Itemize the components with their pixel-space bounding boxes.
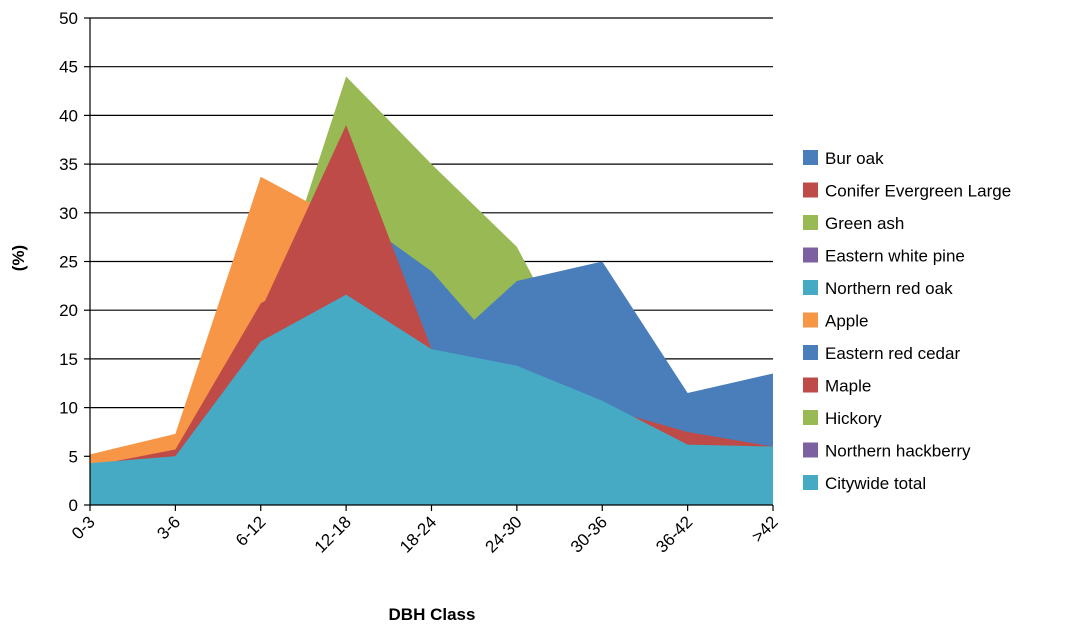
x-tick-label: >42 xyxy=(748,512,782,546)
legend-swatch xyxy=(803,377,818,393)
legend-swatch xyxy=(803,410,818,425)
legend-label: Bur oak xyxy=(825,149,884,168)
legend-label: Apple xyxy=(825,312,868,331)
y-axis-title: (%) xyxy=(9,245,28,271)
x-tick-label: 36-42 xyxy=(652,512,696,556)
area-citywide-total-front xyxy=(90,294,773,505)
legend: Bur oak Conifer Evergreen Large Green ash E… xyxy=(803,149,1011,493)
legend-swatch xyxy=(803,312,818,328)
x-tick-labels: 0-3 3-6 6-12 12-18 18-24 24-30 30-36 36-42 >42 xyxy=(68,512,782,556)
x-tick-label: 12-18 xyxy=(311,512,355,556)
legend-swatch xyxy=(803,442,818,458)
x-axis-title: DBH Class xyxy=(389,605,476,624)
legend-swatch xyxy=(803,182,818,198)
legend-label: Northern hackberry xyxy=(825,442,971,461)
x-tick-label: 24-30 xyxy=(482,512,526,556)
legend-swatch xyxy=(803,475,818,490)
y-tick-label: 40 xyxy=(59,106,78,125)
legend-label: Citywide total xyxy=(825,474,926,493)
legend-label: Conifer Evergreen Large xyxy=(825,182,1011,201)
legend-label: Maple xyxy=(825,377,871,396)
y-tick-label: 25 xyxy=(59,253,78,272)
y-tick-label: 20 xyxy=(59,301,78,320)
y-tick-label: 30 xyxy=(59,204,78,223)
x-tick-label: 3-6 xyxy=(153,512,184,543)
legend-label: Green ash xyxy=(825,214,904,233)
legend-swatch xyxy=(803,247,818,263)
legend-label: Eastern white pine xyxy=(825,247,965,266)
y-tick-labels: 0 5 10 15 20 25 30 35 40 45 50 xyxy=(59,9,78,515)
x-tick-label: 30-36 xyxy=(567,512,611,556)
legend-swatch xyxy=(803,215,818,230)
y-tick-label: 5 xyxy=(69,447,78,466)
legend-label: Northern red oak xyxy=(825,279,953,298)
x-tick-label: 0-3 xyxy=(68,512,99,543)
legend-label: Eastern red cedar xyxy=(825,344,960,363)
y-tick-label: 15 xyxy=(59,350,78,369)
y-tick-label: 10 xyxy=(59,399,78,418)
x-tick-label: 18-24 xyxy=(396,512,440,556)
legend-swatch xyxy=(803,345,818,360)
axes xyxy=(84,17,774,511)
y-tick-label: 35 xyxy=(59,155,78,174)
plot-areas xyxy=(90,76,773,506)
y-tick-label: 45 xyxy=(59,58,78,77)
x-tick-label: 6-12 xyxy=(232,512,269,549)
legend-swatch xyxy=(803,150,818,165)
legend-swatch xyxy=(803,280,818,295)
y-tick-label: 50 xyxy=(59,9,78,28)
y-tick-label: 0 xyxy=(69,496,78,515)
legend-label: Hickory xyxy=(825,409,882,428)
